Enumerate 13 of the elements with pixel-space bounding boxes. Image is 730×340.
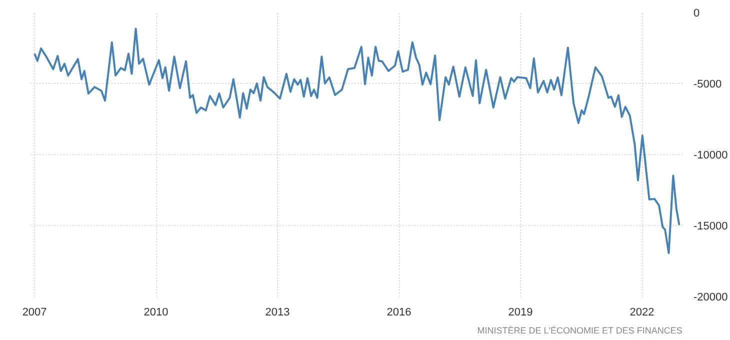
x-tick-label: 2016 bbox=[386, 306, 412, 318]
y-tick-label: -5000 bbox=[694, 78, 722, 90]
y-tick-label: -20000 bbox=[694, 292, 728, 304]
y-tick-label: 0 bbox=[694, 8, 700, 20]
text: MINISTÈRE DE L'ÉCONOMIE ET DES FINANCES bbox=[477, 326, 682, 336]
y-tick-label: -10000 bbox=[694, 150, 728, 162]
x-tick-label: 2007 bbox=[22, 306, 47, 318]
x-tick-label: 2013 bbox=[265, 306, 290, 318]
x-tick-label: 2022 bbox=[630, 306, 654, 318]
x-tick-label: 2019 bbox=[508, 306, 533, 318]
x-tick-label: 2010 bbox=[144, 306, 168, 318]
line-series bbox=[34, 28, 680, 254]
y-tick-label: -15000 bbox=[694, 220, 728, 232]
